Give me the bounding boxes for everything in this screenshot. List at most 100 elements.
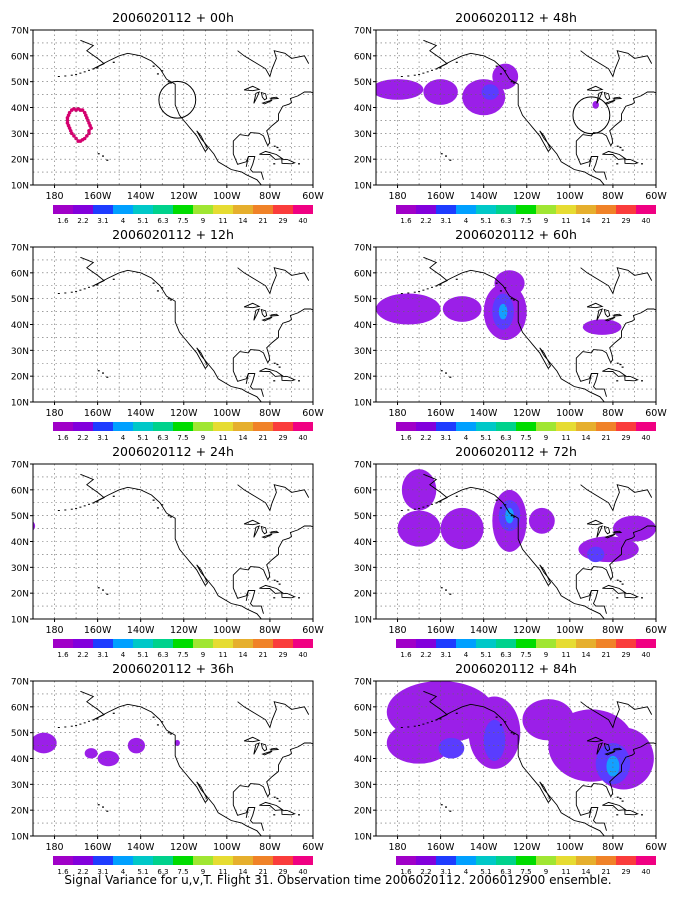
small-island (106, 376, 109, 378)
lat-tick-label: 50N (11, 295, 29, 305)
colorbar-swatch (416, 639, 436, 648)
coastline-yucatan (245, 590, 264, 614)
colorbar-label: 1.6 (400, 434, 412, 442)
coastline-atlantic (232, 308, 313, 382)
colorbar-label: 9 (544, 868, 548, 876)
great-lake (260, 91, 268, 101)
lon-tick-label: 140W (470, 842, 498, 853)
colorbar-swatch (113, 639, 133, 648)
colorbar-swatch (173, 205, 193, 214)
small-island (616, 597, 619, 599)
lon-tick-label: 180 (388, 191, 406, 202)
small-island (616, 814, 619, 816)
variance-blob (376, 293, 441, 325)
lat-tick-label: 60N (11, 703, 29, 713)
colorbar-swatch (396, 639, 416, 648)
aleutian-island (57, 293, 60, 294)
colorbar-label: 2.2 (420, 868, 431, 876)
colorbar-swatch (396, 856, 416, 865)
colorbar-label: 1.6 (57, 217, 69, 225)
great-lake (253, 525, 261, 538)
colorbar-label: 14 (239, 868, 248, 876)
lat-tick-label: 20N (11, 156, 29, 166)
colorbar-swatch (53, 856, 73, 865)
colorbar-swatch (456, 639, 476, 648)
small-island (97, 153, 100, 155)
colorbar-label: 14 (582, 651, 591, 659)
colorbar-swatch (416, 422, 436, 431)
colorbar-swatch (616, 422, 636, 431)
small-island (445, 155, 447, 157)
small-island (276, 797, 279, 800)
small-island (621, 583, 624, 585)
small-island (495, 716, 498, 718)
colorbar-label: 9 (544, 651, 548, 659)
variance-blob (582, 319, 622, 335)
colorbar-label: 3.1 (440, 651, 451, 659)
lon-tick-label: 120W (170, 408, 198, 419)
aleutian-island (435, 502, 438, 504)
figure-caption: Signal Variance for u,v,T. Flight 31. Ob… (64, 873, 611, 887)
aleutian-island (83, 505, 86, 507)
small-island (641, 380, 643, 382)
colorbar-swatch (576, 205, 596, 214)
colorbar-label: 2.2 (420, 651, 431, 659)
colorbar-label: 14 (582, 434, 591, 442)
small-island (449, 593, 452, 595)
colorbar-swatch (213, 639, 233, 648)
small-island (156, 507, 159, 509)
map-plot-area (33, 30, 313, 185)
colorbar-swatch (173, 422, 193, 431)
variance-blob (612, 515, 656, 542)
lat-tick-label: 70N (11, 27, 29, 37)
colorbar-swatch (153, 639, 173, 648)
aleutian-island (418, 724, 421, 726)
small-island (298, 380, 300, 382)
colorbar-label: 40 (299, 868, 308, 876)
aleutian-island (70, 74, 73, 76)
colorbar-label: 6.3 (157, 217, 168, 225)
colorbar-swatch (456, 205, 476, 214)
coastline-atlantic (232, 525, 313, 599)
colorbar-label: 9 (201, 217, 205, 225)
small-island (440, 804, 443, 806)
colorbar-swatch (193, 205, 213, 214)
great-lake (604, 316, 616, 322)
great-lake (261, 316, 273, 322)
great-lake (243, 519, 261, 526)
colorbar-label: 29 (622, 217, 631, 225)
colorbar-label: 3.1 (97, 868, 108, 876)
colorbar-label: 4 (121, 217, 126, 225)
small-island (161, 70, 164, 72)
colorbar-swatch (233, 422, 253, 431)
coastline-hudson (580, 50, 653, 78)
colorbar-label: 9 (201, 651, 205, 659)
lat-tick-label: 50N (354, 295, 372, 305)
aleutian-island (431, 286, 433, 288)
lon-tick-label: 100W (213, 842, 241, 853)
colorbar-swatch (133, 205, 153, 214)
colorbar-label: 11 (562, 651, 571, 659)
colorbar-swatch (133, 422, 153, 431)
lat-tick-label: 40N (11, 104, 29, 114)
colorbar-label: 9 (544, 217, 548, 225)
coastline-yucatan (588, 156, 607, 180)
coastline-hudson (237, 701, 310, 729)
small-island (167, 298, 170, 300)
lat-tick-label: 40N (354, 104, 372, 114)
colorbar-label: 40 (642, 651, 651, 659)
panel-title: 2006020112 + 48h (455, 10, 577, 25)
aleutian-island (407, 75, 410, 77)
colorbar-label: 11 (219, 434, 228, 442)
great-lake (586, 736, 604, 743)
small-island (512, 82, 515, 84)
colorbar-label: 4 (464, 651, 469, 659)
coastline-yucatan (588, 807, 607, 831)
lon-tick-label: 80W (602, 625, 624, 636)
colorbar-swatch (93, 639, 113, 648)
small-island (621, 800, 624, 802)
great-lake (260, 308, 268, 318)
coastline-pacific (80, 256, 262, 402)
colorbar-swatch (113, 422, 133, 431)
small-island (102, 806, 104, 808)
